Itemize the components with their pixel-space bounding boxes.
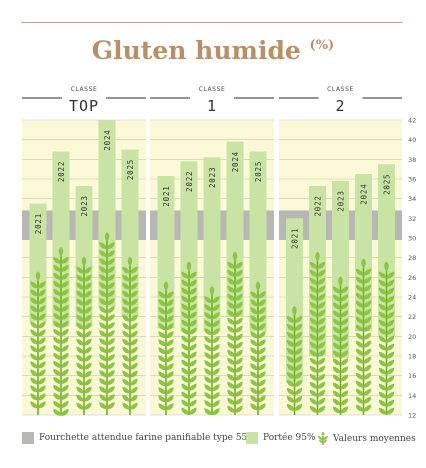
legend-item-mean: Valeurs moyennes [316, 432, 416, 446]
year-label: 2021 [162, 185, 171, 206]
class-value: TOP [69, 97, 99, 115]
year-label: 2025 [126, 159, 135, 180]
year-label: 2022 [185, 171, 194, 192]
year-label: 2025 [383, 174, 392, 195]
mean-wheat-marker [181, 261, 197, 415]
class-value: 1 [207, 97, 217, 115]
legend-swatch-range [246, 432, 258, 444]
year-label: 2024 [231, 151, 240, 172]
mean-wheat-marker [53, 246, 69, 416]
y-tick-label: 20 [408, 333, 416, 341]
y-tick-label: 40 [408, 136, 416, 144]
year-label: 2024 [103, 129, 112, 150]
range-bar [157, 176, 175, 329]
title-rule [21, 22, 403, 23]
legend: Fourchette attendue farine panifiable ty… [22, 432, 422, 448]
mean-wheat-marker [76, 256, 92, 415]
class-value: 2 [335, 97, 345, 115]
year-label: 2023 [80, 195, 89, 216]
legend-label-mean: Valeurs moyennes [333, 434, 416, 444]
y-tick-label: 24 [408, 294, 416, 302]
mean-wheat-marker [309, 251, 326, 415]
y-tick-label: 34 [408, 195, 416, 203]
mean-wheat-marker [332, 276, 349, 415]
year-label: 2021 [34, 213, 43, 234]
year-label: 2022 [57, 161, 66, 182]
range-bar [203, 157, 221, 332]
y-tick-label: 22 [408, 313, 416, 321]
y-tick-label: 14 [408, 392, 416, 400]
mean-wheat-marker [227, 251, 243, 415]
range-bar [249, 151, 267, 332]
chart-title-unit: (%) [309, 38, 335, 53]
y-tick-label: 28 [408, 254, 416, 262]
y-tick-label: 42 [408, 117, 416, 125]
chart-title-text: Gluten humide [91, 36, 301, 65]
y-tick-label: 16 [408, 372, 416, 380]
legend-label-range: Portée 95% [263, 433, 316, 443]
year-label: 2023 [208, 167, 217, 188]
mean-wheat-marker [250, 281, 266, 415]
y-tick-label: 38 [408, 156, 416, 164]
range-bar [121, 149, 139, 317]
y-tick-label: 32 [408, 215, 416, 223]
mean-wheat-marker [158, 281, 174, 415]
y-tick-label: 36 [408, 176, 416, 184]
y-tick-label: 18 [408, 353, 416, 361]
class-label: CLASSE [71, 86, 98, 93]
range-bar [355, 174, 372, 332]
class-label: CLASSE [199, 86, 226, 93]
y-tick-label: 12 [408, 412, 416, 420]
mean-wheat-marker [286, 305, 303, 415]
year-label: 2023 [337, 190, 346, 211]
year-label: 2022 [314, 195, 323, 216]
wheat-icon [318, 432, 328, 445]
class-label: CLASSE [327, 86, 354, 93]
mean-wheat-marker [122, 256, 138, 415]
mean-wheat-marker [30, 271, 46, 415]
legend-label-band: Fourchette attendue farine panifiable ty… [39, 433, 254, 443]
mean-wheat-marker [204, 286, 220, 416]
y-tick-label: 26 [408, 274, 416, 282]
year-label: 2024 [360, 183, 369, 204]
mean-wheat-marker [99, 232, 115, 415]
chart-title: Gluten humide (%) [0, 36, 426, 65]
range-bar [75, 185, 93, 327]
legend-item-range: Portée 95% [246, 432, 316, 444]
legend-item-band: Fourchette attendue farine panifiable ty… [22, 432, 253, 444]
mean-wheat-marker [355, 258, 372, 415]
legend-swatch-band [22, 432, 34, 444]
year-label: 2025 [254, 161, 263, 182]
y-tick-label: 30 [408, 235, 416, 243]
mean-wheat-marker [378, 261, 395, 415]
year-label: 2021 [291, 228, 300, 249]
